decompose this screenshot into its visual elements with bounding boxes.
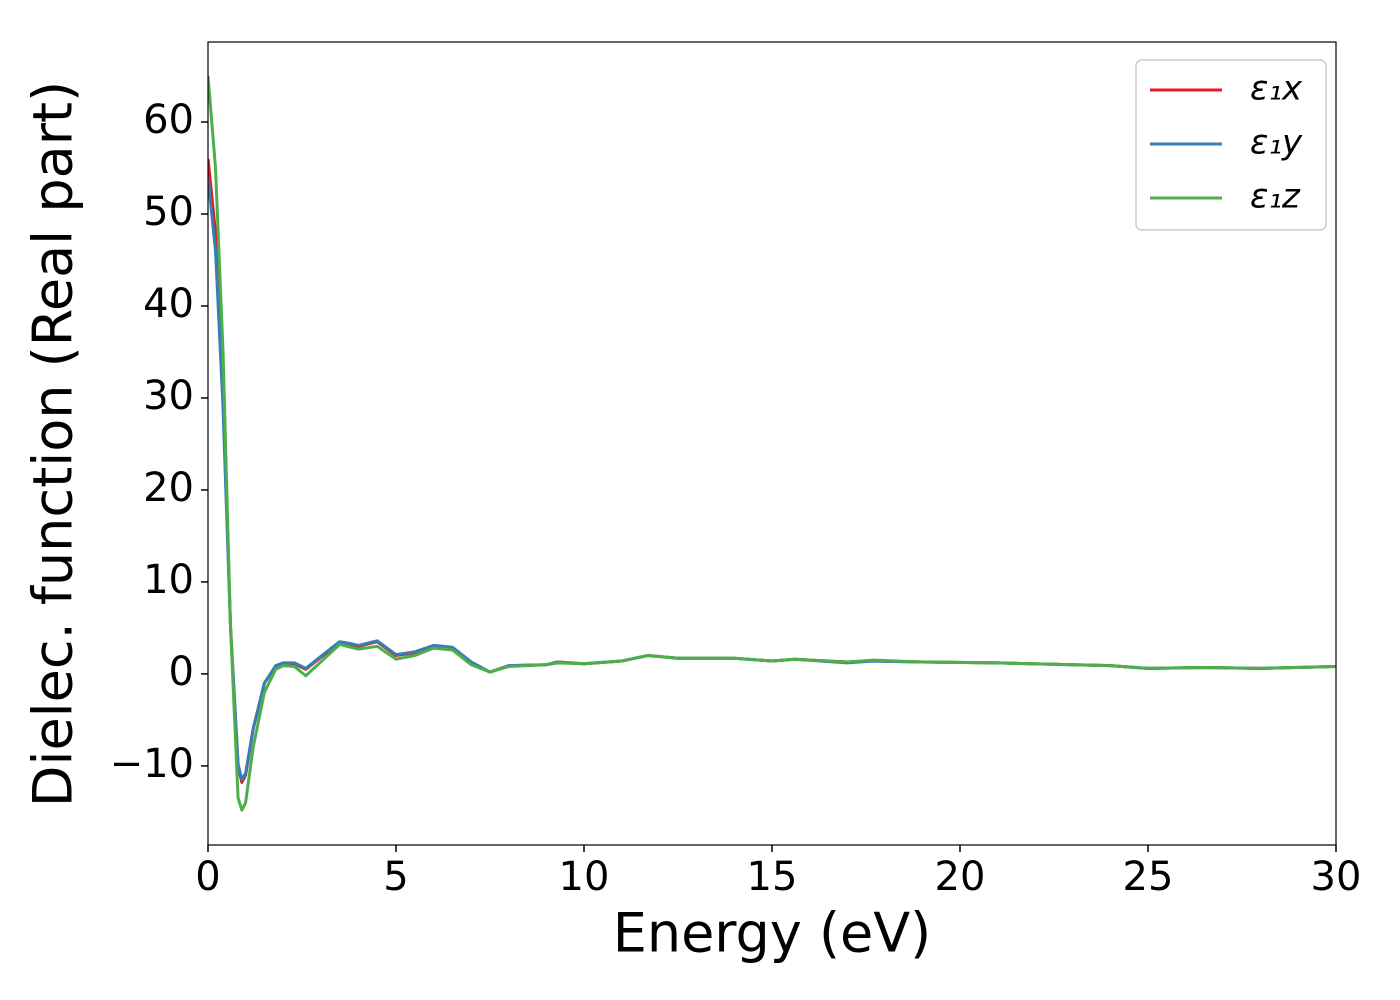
y-axis-label: Dielec. function (Real part) [22, 81, 85, 807]
x-tick-label: 5 [383, 854, 408, 900]
y-tick-label: −10 [110, 741, 194, 787]
y-tick-label: 60 [143, 97, 194, 143]
x-tick-label: 10 [559, 854, 610, 900]
legend-box [1135, 59, 1327, 231]
y-tick-label: 50 [143, 189, 194, 235]
x-axis-label: Energy (eV) [613, 902, 932, 965]
y-tick-label: 20 [143, 465, 194, 511]
y-tick-label: 10 [143, 557, 194, 603]
y-tick-label: 0 [169, 649, 194, 695]
legend-label: ε₁x [1250, 69, 1303, 109]
x-tick-label: 30 [1311, 854, 1362, 900]
data-line [208, 75, 1336, 812]
x-tick-label: 25 [1123, 854, 1174, 900]
y-tick-label: 30 [143, 373, 194, 419]
x-tick-label: 20 [935, 854, 986, 900]
legend-label: ε₁z [1250, 177, 1301, 217]
plot-frame [207, 41, 1337, 846]
x-tick-label: 0 [195, 854, 220, 900]
y-tick-label: 40 [143, 281, 194, 327]
legend-label: ε₁y [1250, 123, 1303, 163]
x-tick-label: 15 [747, 854, 798, 900]
